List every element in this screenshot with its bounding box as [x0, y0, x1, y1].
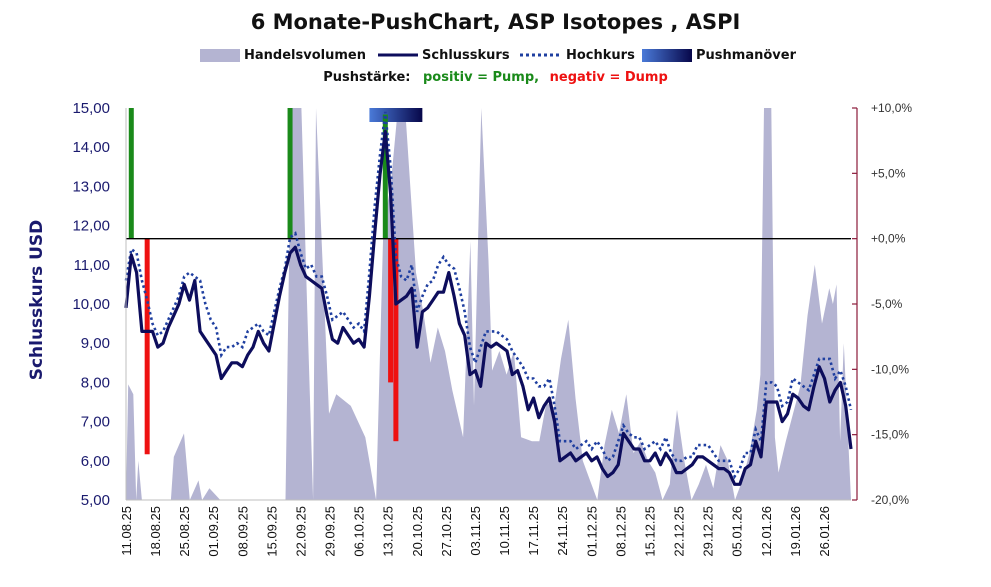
- x-tick-label: 11.08.25: [119, 506, 134, 556]
- y-tick-label: 7,00: [81, 414, 110, 431]
- x-tick-label: 25.08.25: [177, 506, 192, 557]
- push-bar-dump-1: [144, 238, 150, 455]
- legend-close-line: [378, 53, 418, 57]
- y2-tick-label: -5,0%: [871, 297, 903, 311]
- y2-tick-label: -10,0%: [871, 362, 909, 376]
- x-tick-label: 22.12.25: [672, 506, 687, 557]
- x-tick-label: 24.11.25: [555, 506, 570, 556]
- push-bar-pump-2: [287, 108, 293, 239]
- push-strength-line: Pushstärke: positiv = Pump, negativ = Du…: [0, 70, 991, 85]
- push-bar-pump-0: [128, 108, 134, 239]
- x-tick-label: 13.10.25: [381, 506, 396, 557]
- y-tick-label: 10,00: [72, 296, 110, 313]
- legend-push-swatch: [642, 48, 692, 62]
- legend-close: Schlusskurs: [378, 45, 510, 65]
- y2-tick-label: +0,0%: [871, 232, 906, 246]
- x-tick-label: 12.01.26: [759, 506, 774, 557]
- x-tick-label: 29.09.25: [323, 506, 338, 557]
- y2-tick-label: +5,0%: [871, 166, 906, 180]
- y2-tick-label: +10,0%: [871, 101, 912, 115]
- legend: Handelsvolumen Schlusskurs Hochkurs Push…: [0, 45, 991, 65]
- y-tick-label: 14,00: [72, 139, 110, 156]
- volume-area: [126, 108, 851, 500]
- x-tick-label: 17.11.25: [526, 506, 541, 556]
- x-tick-label: 05.01.26: [730, 506, 745, 557]
- y-tick-label: 5,00: [81, 492, 110, 509]
- x-tick-label: 10.11.25: [497, 506, 512, 556]
- legend-close-label: Schlusskurs: [422, 47, 510, 63]
- x-tick-label: 01.12.25: [584, 506, 599, 557]
- legend-high-line: [520, 53, 562, 57]
- close-line: [124, 129, 853, 486]
- x-tick-label: 06.10.25: [352, 506, 367, 557]
- x-tick-label: 03.11.25: [468, 506, 483, 556]
- chart-title: 6 Monate-PushChart, ASP Isotopes , ASPI: [250, 10, 741, 34]
- x-tick-label: 26.01.26: [817, 506, 832, 557]
- legend-push-label: Pushmanöver: [696, 47, 796, 63]
- x-tick-label: 15.12.25: [642, 506, 657, 557]
- x-tick-label: 29.12.25: [701, 506, 716, 557]
- push-bar-dump-4: [388, 238, 394, 383]
- y-tick-label: 15,00: [72, 100, 110, 117]
- push-strength-positive: positiv = Pump,: [423, 70, 540, 85]
- push-strength-label: Pushstärke:: [323, 70, 411, 85]
- y-tick-label: 6,00: [81, 453, 110, 470]
- x-tick-label: 08.09.25: [235, 506, 250, 557]
- push-manoeuvre-bar: [369, 108, 423, 122]
- push-bar-dump-5: [393, 238, 399, 442]
- legend-volume: Handelsvolumen: [200, 45, 366, 65]
- y-tick-label: 12,00: [72, 218, 110, 235]
- y-tick-label: 11,00: [74, 257, 110, 274]
- x-tick-label: 27.10.25: [439, 506, 454, 557]
- x-tick-label: 20.10.25: [410, 506, 425, 557]
- y2-tick-label: -20,0%: [871, 493, 909, 507]
- legend-volume-swatch: [200, 48, 240, 62]
- x-tick-label: 18.08.25: [148, 506, 163, 557]
- push-strength-negative: negativ = Dump: [549, 70, 668, 85]
- legend-high: Hochkurs: [520, 45, 635, 65]
- x-tick-label: 08.12.25: [613, 506, 628, 557]
- high-line: [124, 111, 853, 480]
- x-tick-label: 19.01.26: [788, 506, 803, 557]
- y-tick-label: 8,00: [81, 374, 110, 391]
- x-tick-label: 01.09.25: [206, 506, 221, 557]
- y-tick-label: 9,00: [81, 335, 110, 352]
- legend-volume-label: Handelsvolumen: [244, 47, 366, 63]
- y-tick-label: 13,00: [72, 178, 110, 195]
- y2-tick-label: -15,0%: [871, 428, 909, 442]
- push-bar-pump-3: [382, 114, 388, 239]
- legend-push: Pushmanöver: [642, 45, 796, 65]
- legend-high-label: Hochkurs: [566, 47, 635, 63]
- x-tick-label: 15.09.25: [264, 506, 279, 557]
- x-tick-label: 22.09.25: [293, 506, 308, 557]
